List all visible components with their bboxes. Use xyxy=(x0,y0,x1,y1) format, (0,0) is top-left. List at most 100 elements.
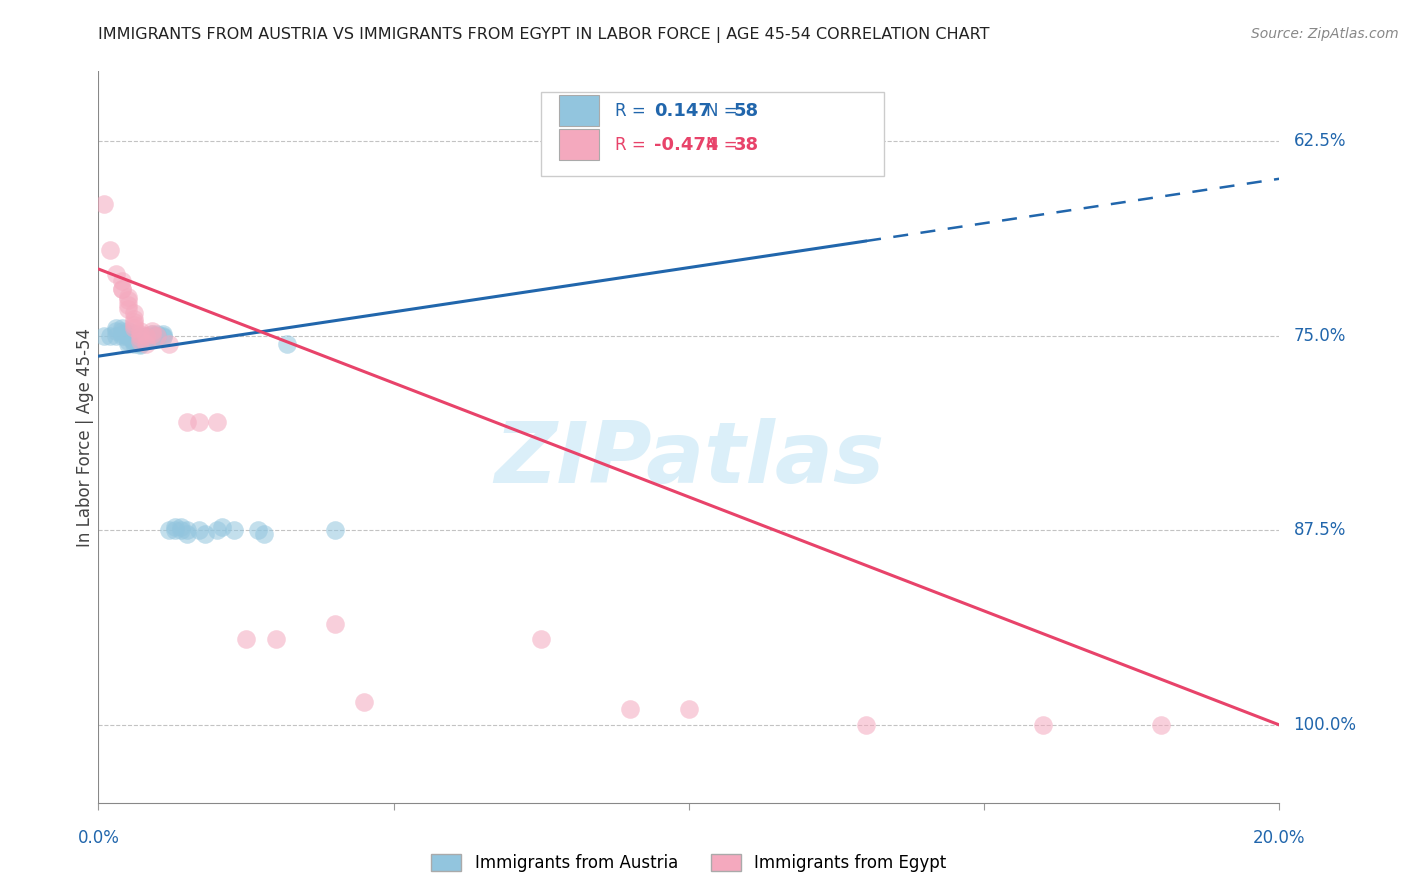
Point xyxy=(135,329,157,343)
Point xyxy=(224,524,246,538)
Text: 0.147: 0.147 xyxy=(654,102,711,120)
Point xyxy=(128,334,150,348)
Y-axis label: In Labor Force | Age 45-54: In Labor Force | Age 45-54 xyxy=(76,327,94,547)
FancyBboxPatch shape xyxy=(541,92,884,176)
Point xyxy=(135,330,157,344)
Point xyxy=(128,327,150,342)
Point xyxy=(128,329,150,343)
Text: 75.0%: 75.0% xyxy=(1294,327,1346,345)
Point xyxy=(246,524,269,538)
Text: 58: 58 xyxy=(734,102,759,120)
Point xyxy=(105,329,128,343)
Point xyxy=(122,315,145,329)
Point xyxy=(205,524,228,538)
Point xyxy=(128,338,150,352)
Point xyxy=(122,336,145,351)
Point xyxy=(128,334,150,348)
Text: N =: N = xyxy=(706,102,742,120)
Point xyxy=(117,329,139,343)
Point xyxy=(122,321,145,335)
Text: 20.0%: 20.0% xyxy=(1253,829,1306,847)
Point xyxy=(122,330,145,344)
Point xyxy=(111,324,134,338)
Point xyxy=(152,330,174,344)
Text: R =: R = xyxy=(614,136,651,153)
Point xyxy=(117,330,139,344)
Point xyxy=(135,329,157,343)
Text: -0.474: -0.474 xyxy=(654,136,718,153)
Point xyxy=(111,329,134,343)
Point xyxy=(152,327,174,342)
Text: 87.5%: 87.5% xyxy=(1294,522,1346,540)
Point xyxy=(122,327,145,342)
Point xyxy=(157,336,180,351)
Point xyxy=(176,526,198,541)
Point xyxy=(128,330,150,344)
FancyBboxPatch shape xyxy=(560,95,599,126)
Point xyxy=(135,332,157,346)
Point xyxy=(276,336,298,351)
Point xyxy=(93,329,115,343)
Point xyxy=(122,305,145,319)
Text: 0.0%: 0.0% xyxy=(77,829,120,847)
Point xyxy=(1150,718,1173,732)
Point xyxy=(135,334,157,348)
Text: IMMIGRANTS FROM AUSTRIA VS IMMIGRANTS FROM EGYPT IN LABOR FORCE | AGE 45-54 CORR: IMMIGRANTS FROM AUSTRIA VS IMMIGRANTS FR… xyxy=(98,27,990,43)
Point xyxy=(122,332,145,346)
Point xyxy=(117,298,139,312)
Point xyxy=(128,330,150,344)
Point xyxy=(253,526,276,541)
Point xyxy=(111,275,134,289)
Point xyxy=(353,695,375,709)
Point xyxy=(187,524,209,538)
Point xyxy=(165,524,187,538)
Point xyxy=(323,616,346,631)
Point xyxy=(176,524,198,538)
Point xyxy=(105,321,128,335)
Point xyxy=(141,327,163,342)
Point xyxy=(141,329,163,343)
Legend: Immigrants from Austria, Immigrants from Egypt: Immigrants from Austria, Immigrants from… xyxy=(425,847,953,879)
Point xyxy=(619,702,641,716)
Point xyxy=(141,324,163,338)
Text: ZIPatlas: ZIPatlas xyxy=(494,417,884,500)
Point xyxy=(117,327,139,342)
Point xyxy=(122,311,145,326)
Point xyxy=(187,415,209,429)
Point xyxy=(211,520,233,534)
Point xyxy=(117,302,139,317)
Point xyxy=(111,327,134,342)
Point xyxy=(117,334,139,348)
FancyBboxPatch shape xyxy=(560,129,599,160)
Point xyxy=(98,329,121,343)
Point xyxy=(117,290,139,304)
Text: N =: N = xyxy=(706,136,742,153)
Point xyxy=(128,324,150,338)
Point xyxy=(117,324,139,338)
Point xyxy=(176,415,198,429)
Point xyxy=(235,632,257,647)
Point xyxy=(264,632,287,647)
Point xyxy=(170,520,193,534)
Point xyxy=(170,524,193,538)
Point xyxy=(122,335,145,350)
Text: 38: 38 xyxy=(734,136,759,153)
Point xyxy=(855,718,877,732)
Point xyxy=(141,330,163,344)
Point xyxy=(678,702,700,716)
Point xyxy=(98,244,121,258)
Point xyxy=(146,329,169,343)
Point xyxy=(141,332,163,346)
Point xyxy=(530,632,553,647)
Point xyxy=(128,332,150,346)
Text: 100.0%: 100.0% xyxy=(1294,716,1357,734)
Text: Source: ZipAtlas.com: Source: ZipAtlas.com xyxy=(1251,27,1399,41)
Point xyxy=(135,336,157,351)
Point xyxy=(205,415,228,429)
Point xyxy=(111,282,134,296)
Text: R =: R = xyxy=(614,102,651,120)
Point xyxy=(93,196,115,211)
Point xyxy=(157,524,180,538)
Text: 62.5%: 62.5% xyxy=(1294,132,1346,151)
Point xyxy=(146,327,169,342)
